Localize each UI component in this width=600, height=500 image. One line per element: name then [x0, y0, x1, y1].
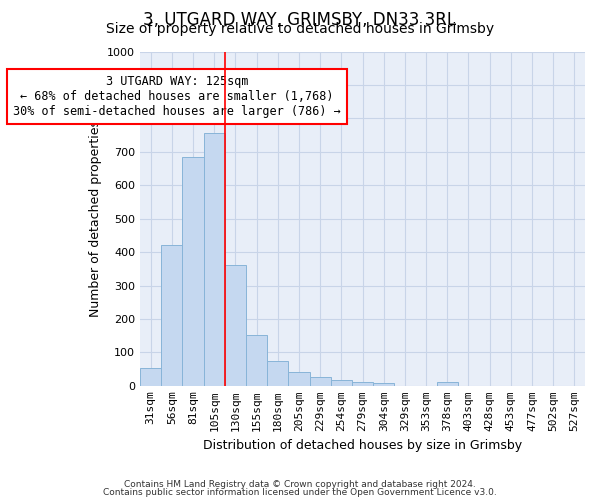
- Bar: [161, 244, 182, 386]
- Text: Size of property relative to detached houses in Grimsby: Size of property relative to detached ho…: [106, 22, 494, 36]
- Bar: [352, 382, 373, 386]
- Bar: [140, 368, 161, 386]
- Bar: [437, 382, 458, 386]
- Text: Contains HM Land Registry data © Crown copyright and database right 2024.: Contains HM Land Registry data © Crown c…: [124, 480, 476, 489]
- Y-axis label: Number of detached properties: Number of detached properties: [89, 120, 102, 317]
- Bar: [182, 157, 203, 386]
- X-axis label: Distribution of detached houses by size in Grimsby: Distribution of detached houses by size …: [203, 440, 522, 452]
- Bar: [310, 377, 331, 386]
- Text: 3 UTGARD WAY: 125sqm
← 68% of detached houses are smaller (1,768)
30% of semi-de: 3 UTGARD WAY: 125sqm ← 68% of detached h…: [13, 75, 341, 118]
- Bar: [331, 380, 352, 386]
- Bar: [203, 132, 225, 386]
- Bar: [267, 362, 289, 386]
- Text: Contains public sector information licensed under the Open Government Licence v3: Contains public sector information licen…: [103, 488, 497, 497]
- Bar: [246, 334, 267, 386]
- Bar: [225, 266, 246, 386]
- Bar: [289, 372, 310, 386]
- Bar: [373, 383, 394, 386]
- Text: 3, UTGARD WAY, GRIMSBY, DN33 3RL: 3, UTGARD WAY, GRIMSBY, DN33 3RL: [143, 11, 457, 29]
